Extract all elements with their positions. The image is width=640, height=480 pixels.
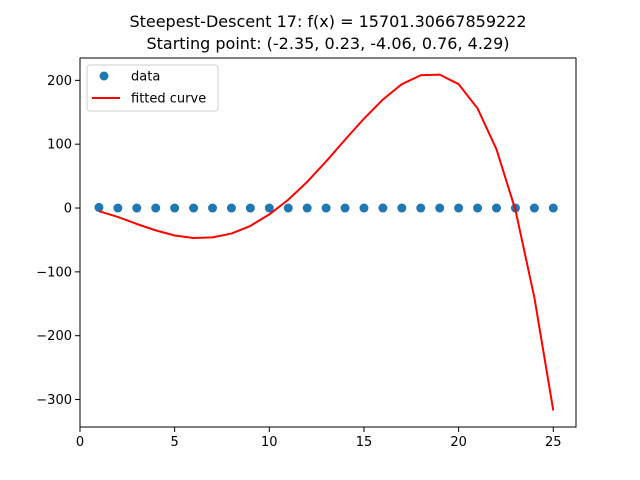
data-point xyxy=(321,203,331,213)
data-point xyxy=(416,203,426,213)
data-point xyxy=(208,203,218,213)
x-tick-label: 20 xyxy=(450,435,467,450)
data-point xyxy=(170,203,180,213)
series-fitted-curve-line xyxy=(98,73,555,411)
x-axis: 0 5 10 15 20 25 xyxy=(76,427,562,450)
data-point xyxy=(113,203,123,213)
data-point xyxy=(226,203,236,213)
chart-title: Steepest-Descent 17: f(x) = 15701.306678… xyxy=(129,12,526,31)
data-point xyxy=(359,203,369,213)
data-point xyxy=(491,203,501,213)
data-point xyxy=(473,203,483,213)
y-tick-label: −100 xyxy=(36,265,72,280)
y-tick-label: 200 xyxy=(47,74,72,89)
y-tick-label: 0 xyxy=(64,202,72,217)
data-point xyxy=(454,203,464,213)
data-point xyxy=(529,203,539,213)
y-tick-label: −300 xyxy=(36,393,72,408)
data-point xyxy=(245,203,255,213)
data-point xyxy=(189,203,199,213)
data-point xyxy=(302,203,312,213)
data-point xyxy=(283,203,293,213)
legend: data fitted curve xyxy=(86,64,219,112)
legend-label-fitted-curve: fitted curve xyxy=(131,92,206,107)
legend-label-data: data xyxy=(131,70,160,85)
y-tick-label: −200 xyxy=(36,329,72,344)
legend-box xyxy=(86,64,219,112)
x-tick-label: 15 xyxy=(356,435,373,450)
plot-area xyxy=(80,58,576,427)
chart-subtitle: Starting point: (-2.35, 0.23, -4.06, 0.7… xyxy=(146,34,509,53)
data-point xyxy=(435,203,445,213)
data-point xyxy=(151,203,161,213)
y-axis: −300 −200 −100 0 100 200 xyxy=(36,74,80,408)
data-point xyxy=(132,203,142,213)
y-tick-label: 100 xyxy=(47,138,72,153)
data-point xyxy=(378,203,388,213)
series-layer xyxy=(94,73,558,411)
x-tick-label: 10 xyxy=(261,435,278,450)
data-point xyxy=(94,202,104,212)
data-point xyxy=(397,203,407,213)
legend-marker-data xyxy=(99,71,109,81)
data-point xyxy=(548,203,558,213)
plot-frame xyxy=(79,57,577,428)
x-tick-label: 25 xyxy=(545,435,562,450)
x-tick-label: 0 xyxy=(76,435,84,450)
data-point xyxy=(340,203,350,213)
x-tick-label: 5 xyxy=(171,435,179,450)
data-point xyxy=(264,203,274,213)
